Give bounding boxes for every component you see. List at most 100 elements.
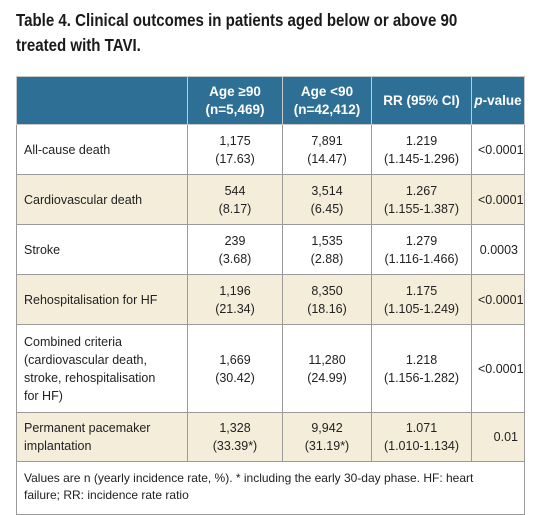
age-ge90-value-line: (17.63) (215, 151, 255, 166)
rr-value-line: 1.071 (405, 421, 438, 435)
rr-value-line: (1.116-1.466) (384, 251, 459, 266)
caption-line-2: treated with TAVI. (16, 35, 141, 55)
footnote-row: Values are n (yearly incidence rate, %).… (16, 461, 525, 515)
age-ge90-value-line: 239 (224, 233, 246, 248)
rr-value-line: (1.145-1.296) (383, 151, 460, 166)
age-lt90-value-line: (14.47) (307, 151, 347, 166)
rr-value-line: (1.156-1.282) (383, 370, 460, 385)
rr-value: 1.071 (1.010-1.134) (371, 412, 472, 462)
header-age-lt90-title: Age <90 (300, 83, 354, 99)
header-pvalue: p-value (471, 76, 525, 125)
outcome-label: Rehospitalisation for HF (16, 274, 188, 325)
outcome-label-line: stroke, rehospitalisation (24, 370, 156, 385)
rr-value: 1.175 (1.105-1.249) (371, 274, 472, 325)
p-value: <0.0001 (471, 174, 525, 225)
outcome-label-line: Stroke (24, 242, 61, 257)
rr-value-line: 1.267 (405, 183, 438, 198)
age-ge90-value-line: 1,328 (219, 421, 251, 435)
age-ge90-value-line: 544 (224, 183, 246, 198)
outcome-label-line: for HF) (24, 388, 63, 403)
outcome-label-line: Rehospitalisation for HF (24, 292, 158, 307)
age-ge90-value: 1,328 (33.39*) (187, 412, 283, 462)
clinical-outcomes-table: Age ≥90 (n=5,469) Age <90 (n=42,412) RR … (16, 76, 525, 515)
header-pvalue-p: p (474, 92, 483, 108)
table-row: Rehospitalisation for HF 1,196 (21.34) 8,35… (16, 274, 525, 325)
rr-value: 1.218 (1.156-1.282) (371, 324, 472, 413)
age-lt90-value-line: (18.16) (307, 301, 347, 316)
footnote-line-1: Values are n (yearly incidence rate, %).… (24, 471, 474, 485)
outcome-label: Combined criteria (cardiovascular death, s… (16, 324, 188, 413)
header-age-ge90-title: Age ≥90 (209, 83, 261, 99)
age-ge90-value-line: 1,175 (219, 133, 251, 148)
p-value: 0.0003 (471, 224, 525, 275)
rr-value-line: 1.175 (405, 283, 438, 298)
p-value: 0.01 (471, 412, 525, 462)
age-lt90-value: 11,280 (24.99) (282, 324, 372, 413)
outcome-label-line: Permanent pacemaker (24, 421, 151, 435)
p-value: <0.0001 (471, 324, 525, 413)
age-lt90-value-line: 11,280 (308, 352, 346, 367)
caption-line-1: Table 4. Clinical outcomes in patients a… (16, 10, 458, 30)
rr-value-line: (1.155-1.387) (383, 201, 460, 216)
age-lt90-value-line: 3,514 (311, 183, 343, 198)
age-lt90-value-line: (24.99) (307, 370, 347, 385)
table-row: Cardiovascular death 544 (8.17) 3,514 (6.45)… (16, 174, 525, 225)
header-row: Age ≥90 (n=5,469) Age <90 (n=42,412) RR … (16, 76, 525, 125)
outcome-label-line: All-cause death (24, 142, 111, 157)
table-row: Stroke 239 (3.68) 1,535 (2.88) 1.279 (1.116-1.… (16, 224, 525, 275)
outcome-label-line: (cardiovascular death, (24, 352, 147, 367)
age-ge90-value: 1,669 (30.42) (187, 324, 283, 413)
age-ge90-value-line: (33.39*) (212, 439, 258, 453)
age-lt90-value-line: (31.19*) (304, 439, 350, 453)
age-ge90-value-line: (30.42) (215, 370, 255, 385)
header-age-lt90-n: (n=42,412) (293, 101, 361, 117)
age-ge90-value-line: (8.17) (218, 201, 252, 216)
age-ge90-value: 1,196 (21.34) (187, 274, 283, 325)
age-lt90-value-line: 9,942 (311, 421, 343, 435)
age-lt90-value-line: 8,350 (311, 283, 343, 298)
age-ge90-value: 1,175 (17.63) (187, 124, 283, 175)
rr-value-line: (1.105-1.249) (383, 301, 460, 316)
p-value: <0.0001 (471, 274, 525, 325)
age-ge90-value: 544 (8.17) (187, 174, 283, 225)
rr-value-line: 1.218 (405, 352, 438, 367)
rr-value-line: 1.279 (405, 233, 438, 248)
table-caption: Table 4. Clinical outcomes in patients a… (16, 8, 459, 58)
header-pvalue-suffix: -value (482, 92, 522, 108)
age-ge90-value-line: (3.68) (218, 251, 252, 266)
header-age-ge90-n: (n=5,469) (205, 101, 265, 117)
age-lt90-value: 1,535 (2.88) (282, 224, 372, 275)
rr-value-line: (1.010-1.134) (383, 439, 460, 453)
age-lt90-value: 7,891 (14.47) (282, 124, 372, 175)
table-row: Permanent pacemaker implantation 1,328 (33.… (16, 412, 525, 462)
age-lt90-value: 3,514 (6.45) (282, 174, 372, 225)
age-lt90-value: 9,942 (31.19*) (282, 412, 372, 462)
p-value: <0.0001 (471, 124, 525, 175)
outcome-label: Stroke (16, 224, 188, 275)
age-ge90-value: 239 (3.68) (187, 224, 283, 275)
footnote: Values are n (yearly incidence rate, %).… (16, 461, 525, 515)
age-ge90-value-line: 1,669 (219, 352, 251, 367)
table-row: All-cause death 1,175 (17.63) 7,891 (14.47) 1… (16, 124, 525, 175)
header-outcome (16, 76, 188, 125)
age-lt90-value-line: 7,891 (311, 133, 343, 148)
age-lt90-value: 8,350 (18.16) (282, 274, 372, 325)
age-lt90-value-line: (6.45) (310, 201, 344, 216)
rr-value-line: 1.219 (405, 133, 438, 148)
header-age-lt90: Age <90 (n=42,412) (282, 76, 372, 125)
rr-value: 1.219 (1.145-1.296) (371, 124, 472, 175)
age-lt90-value-line: (2.88) (310, 251, 344, 266)
footnote-line-2: failure; RR: incidence rate ratio (24, 488, 189, 502)
outcome-label: Cardiovascular death (16, 174, 188, 225)
age-lt90-value-line: 1,535 (311, 233, 343, 248)
header-rr: RR (95% CI) (371, 76, 472, 125)
age-ge90-value-line: (21.34) (215, 301, 255, 316)
rr-value: 1.279 (1.116-1.466) (371, 224, 472, 275)
outcome-label-line: Cardiovascular death (24, 192, 143, 207)
header-age-ge90: Age ≥90 (n=5,469) (187, 76, 283, 125)
table-row: Combined criteria (cardiovascular death, s… (16, 324, 525, 413)
outcome-label-line: implantation (24, 439, 92, 453)
outcome-label: Permanent pacemaker implantation (16, 412, 188, 462)
outcome-label: All-cause death (16, 124, 188, 175)
outcome-label-line: Combined criteria (24, 334, 122, 349)
